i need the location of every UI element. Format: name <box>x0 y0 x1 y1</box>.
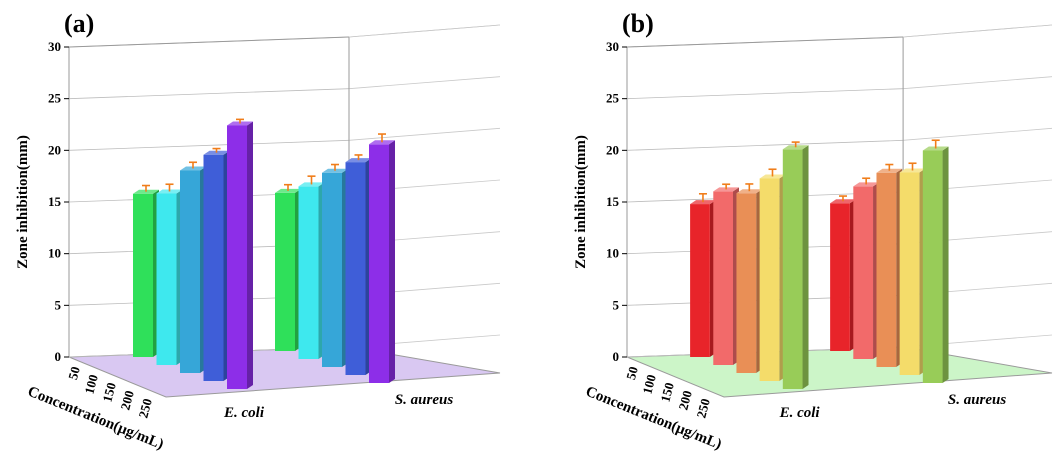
depth-tick-label: 250 <box>135 397 155 420</box>
depth-tick-label: 150 <box>657 381 677 404</box>
depth-tick-label: 150 <box>99 381 119 404</box>
gridline-side <box>348 127 501 141</box>
side-wall-top <box>348 24 501 38</box>
panel-label: (a) <box>64 9 94 38</box>
bar-front <box>275 192 295 351</box>
bar-side <box>389 140 395 383</box>
y-tick-label: 10 <box>606 246 619 261</box>
y-tick-label: 20 <box>48 142 61 157</box>
y-tick-label: 30 <box>606 39 619 54</box>
gridline-back <box>68 88 350 100</box>
y-tick-label: 30 <box>48 39 61 54</box>
bar-side <box>247 121 253 389</box>
bar-front <box>899 172 920 375</box>
bar-front <box>830 203 850 351</box>
bar-front <box>922 150 943 383</box>
category-label: E. coli <box>223 405 265 421</box>
y-tick-label: 15 <box>48 194 62 209</box>
gridline-back <box>626 88 904 100</box>
y-axis-title: Zone inhibition(mm) <box>573 135 589 269</box>
bar-front <box>759 178 780 381</box>
bar-front <box>782 149 803 389</box>
bar-front <box>133 193 153 357</box>
gridline-side <box>903 76 1053 90</box>
gridline-back <box>626 139 904 151</box>
wall-edge-top <box>626 36 904 48</box>
depth-tick-label: 250 <box>693 397 713 420</box>
chart-panel-b: 0 5 10 15 20 25 30 Zone inhibition(mm) (b) 501001… <box>573 9 1053 453</box>
bar-front <box>156 193 177 365</box>
y-tick-label: 15 <box>606 194 620 209</box>
chart-panel-a: 0 5 10 15 20 25 30 Zone inhibition(mm) (a) 501001… <box>15 9 501 453</box>
bar-front <box>298 186 319 359</box>
category-label: S. aureus <box>395 392 454 408</box>
category-label: S. aureus <box>948 392 1007 408</box>
y-tick-label: 10 <box>48 246 61 261</box>
side-wall-top <box>903 24 1053 38</box>
bar-front <box>713 191 734 365</box>
bar-side <box>942 146 949 383</box>
bar-side <box>802 145 809 389</box>
y-tick-label: 5 <box>613 297 620 312</box>
y-tick-label: 0 <box>613 349 620 364</box>
y-tick-label: 5 <box>55 297 62 312</box>
depth-tick-label: 100 <box>639 373 659 396</box>
panel-label: (b) <box>622 9 654 38</box>
bar-front <box>227 125 247 389</box>
depth-tick-label: 200 <box>117 389 137 412</box>
y-axis-title: Zone inhibition(mm) <box>15 135 31 269</box>
bar-front <box>322 172 342 367</box>
bar-front <box>690 204 710 357</box>
wall-edge-top <box>68 36 350 48</box>
y-tick-label: 25 <box>606 91 620 106</box>
bar-front <box>853 186 874 359</box>
bar-front <box>369 144 389 383</box>
bar-front <box>345 162 366 375</box>
bar-front <box>736 193 757 373</box>
bar-front <box>180 170 200 373</box>
depth-tick-label: 200 <box>675 389 695 412</box>
gridline-side <box>348 76 501 90</box>
category-label: E. coli <box>779 405 821 421</box>
y-tick-label: 20 <box>606 142 619 157</box>
y-tick-label: 25 <box>48 91 62 106</box>
y-tick-label: 0 <box>55 349 62 364</box>
bar-front <box>203 154 224 381</box>
depth-tick-label: 100 <box>81 373 101 396</box>
gridline-back <box>68 139 350 151</box>
depth-tick-label: 50 <box>65 365 83 381</box>
depth-tick-label: 50 <box>623 365 641 381</box>
bar-front <box>876 172 897 367</box>
gridline-side <box>903 127 1053 141</box>
